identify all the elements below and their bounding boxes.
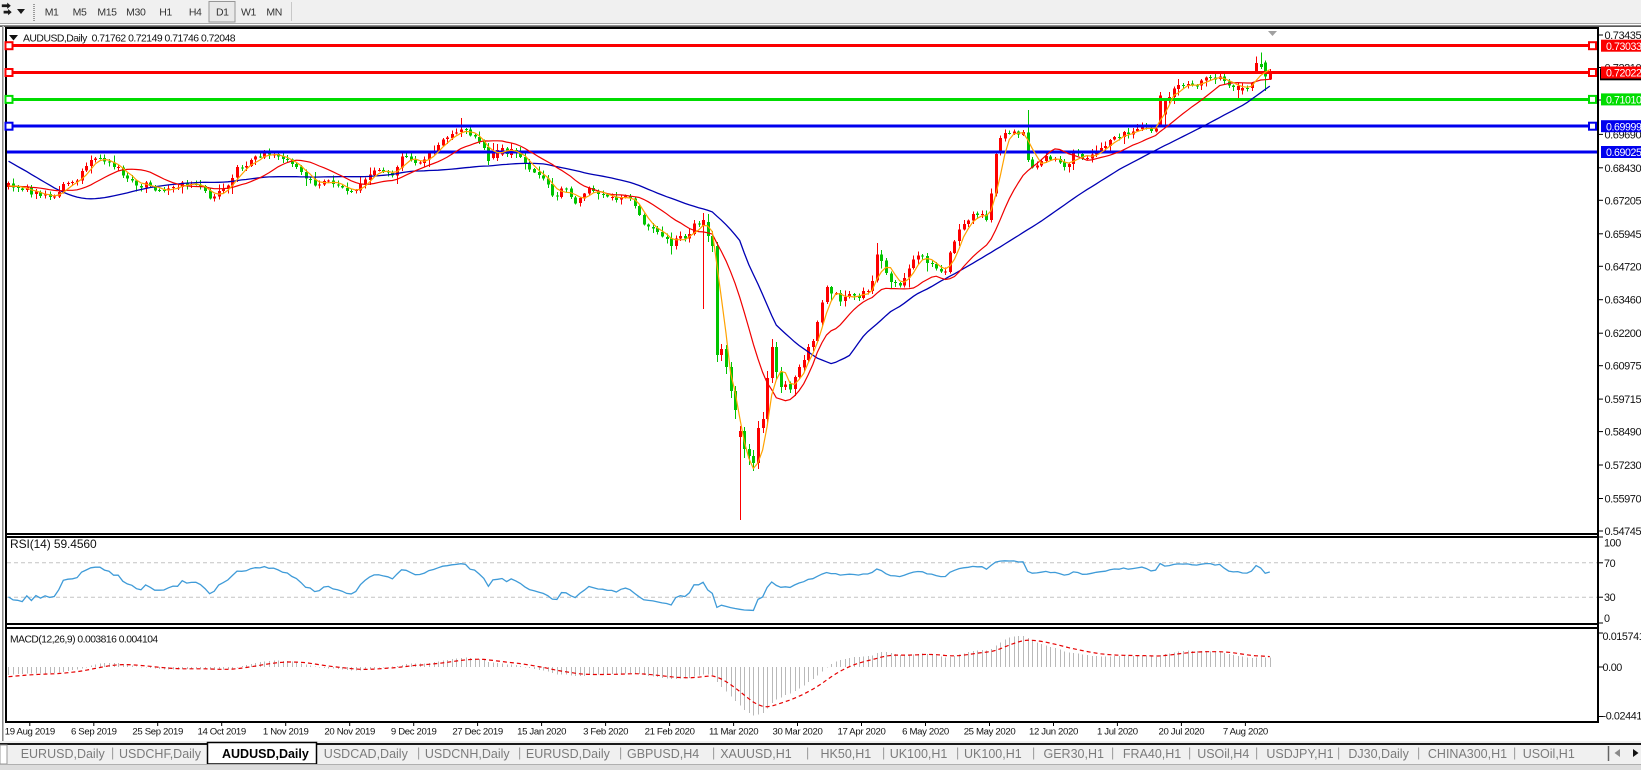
svg-text:6 Sep 2019: 6 Sep 2019 [71, 727, 117, 738]
svg-text:1 Jul 2020: 1 Jul 2020 [1097, 727, 1138, 738]
svg-text:19 Aug 2019: 19 Aug 2019 [5, 727, 55, 738]
svg-text:H4: H4 [189, 7, 202, 19]
svg-text:USOil,H1: USOil,H1 [1523, 747, 1575, 761]
svg-text:0.57230: 0.57230 [1605, 460, 1641, 472]
svg-text:100: 100 [1604, 538, 1621, 550]
svg-text:UK100,H1: UK100,H1 [964, 747, 1022, 761]
svg-text:0.58490: 0.58490 [1605, 427, 1641, 439]
svg-text:0.69690: 0.69690 [1605, 129, 1641, 141]
svg-text:70: 70 [1604, 558, 1616, 570]
svg-text:UK100,H1: UK100,H1 [890, 747, 948, 761]
svg-text:DJ30,Daily: DJ30,Daily [1348, 747, 1409, 761]
svg-text:21 Feb 2020: 21 Feb 2020 [645, 727, 695, 738]
svg-text:|: | [518, 746, 521, 760]
svg-text:|: | [1032, 746, 1035, 760]
svg-text:M15: M15 [97, 7, 117, 19]
svg-text:30: 30 [1604, 592, 1616, 604]
svg-text:USOil,H4: USOil,H4 [1197, 747, 1249, 761]
svg-text:XAUUSD,H1: XAUUSD,H1 [720, 747, 792, 761]
svg-text:-0.024412: -0.024412 [1603, 711, 1641, 723]
svg-text:MACD(12,26,9) 0.003816 0.00410: MACD(12,26,9) 0.003816 0.004104 [10, 635, 158, 646]
svg-text:0.64720: 0.64720 [1605, 261, 1641, 273]
svg-text:11 Mar 2020: 11 Mar 2020 [709, 727, 758, 738]
svg-text:0.59715: 0.59715 [1605, 394, 1641, 406]
svg-text:M30: M30 [126, 7, 146, 19]
svg-text:MN: MN [266, 7, 282, 19]
svg-text:0.73435: 0.73435 [1605, 30, 1641, 42]
svg-text:25 Sep 2019: 25 Sep 2019 [132, 727, 183, 738]
svg-text:AUDUSD,Daily: AUDUSD,Daily [222, 747, 309, 761]
svg-text:3 Feb 2020: 3 Feb 2020 [583, 727, 628, 738]
svg-text:0.71010: 0.71010 [1606, 95, 1641, 107]
svg-text:0.72022: 0.72022 [1606, 68, 1641, 80]
svg-text:M5: M5 [73, 7, 87, 19]
svg-text:0.69025: 0.69025 [1606, 147, 1641, 159]
svg-text:20 Jul 2020: 20 Jul 2020 [1159, 727, 1205, 738]
svg-text:RSI(14) 59.4560: RSI(14) 59.4560 [10, 537, 97, 551]
svg-text:|: | [1255, 746, 1258, 760]
svg-text:14 Oct 2019: 14 Oct 2019 [197, 727, 245, 738]
svg-text:M1: M1 [45, 7, 59, 19]
svg-text:USDCNH,Daily: USDCNH,Daily [425, 747, 510, 761]
svg-text:EURUSD,Daily: EURUSD,Daily [21, 747, 106, 761]
svg-text:USDJPY,H1: USDJPY,H1 [1266, 747, 1333, 761]
svg-text:|: | [806, 746, 809, 760]
svg-text:|: | [619, 746, 622, 760]
svg-text:0.67205: 0.67205 [1605, 195, 1641, 207]
svg-text:27 Dec 2019: 27 Dec 2019 [452, 727, 503, 738]
svg-text:GBPUSD,H4: GBPUSD,H4 [627, 747, 699, 761]
svg-text:7 Aug 2020: 7 Aug 2020 [1223, 727, 1268, 738]
svg-text:USDCHF,Daily: USDCHF,Daily [119, 747, 202, 761]
svg-text:|: | [1111, 746, 1114, 760]
svg-text:EURUSD,Daily: EURUSD,Daily [526, 747, 611, 761]
svg-text:|: | [111, 746, 114, 760]
svg-text:0.73033: 0.73033 [1606, 41, 1641, 53]
svg-text:|: | [1337, 746, 1340, 760]
svg-text:0.60975: 0.60975 [1605, 361, 1641, 373]
svg-text:17 Apr 2020: 17 Apr 2020 [838, 727, 886, 738]
svg-text:1 Nov 2019: 1 Nov 2019 [263, 727, 309, 738]
svg-text:15 Jan 2020: 15 Jan 2020 [517, 727, 566, 738]
svg-text:0.55970: 0.55970 [1605, 494, 1641, 506]
svg-text:|: | [1513, 746, 1516, 760]
svg-text:GER30,H1: GER30,H1 [1044, 747, 1104, 761]
svg-text:0.00: 0.00 [1603, 662, 1623, 674]
svg-text:0.68430: 0.68430 [1605, 163, 1641, 175]
svg-text:0.65945: 0.65945 [1605, 229, 1641, 241]
svg-text:D1: D1 [216, 7, 229, 19]
svg-text:0.54745: 0.54745 [1605, 526, 1641, 538]
svg-text:AUDUSD,Daily 0.71762 0.72149: AUDUSD,Daily 0.71762 0.72149 0.71746 0.7… [23, 34, 236, 45]
svg-text:|: | [712, 746, 715, 760]
svg-text:0.62200: 0.62200 [1605, 328, 1641, 340]
svg-text:0: 0 [1604, 613, 1610, 625]
svg-text:0.015741: 0.015741 [1603, 631, 1641, 643]
svg-text:25 May 2020: 25 May 2020 [964, 727, 1016, 738]
svg-text:FRA40,H1: FRA40,H1 [1123, 747, 1181, 761]
svg-text:0.69999: 0.69999 [1606, 121, 1641, 133]
svg-text:0.63460: 0.63460 [1605, 295, 1641, 307]
svg-text:12 Jun 2020: 12 Jun 2020 [1029, 727, 1078, 738]
svg-text:30 Mar 2020: 30 Mar 2020 [772, 727, 822, 738]
svg-text:USDCAD,Daily: USDCAD,Daily [324, 747, 409, 761]
svg-text:|: | [1417, 746, 1420, 760]
svg-text:CHINA300,H1: CHINA300,H1 [1428, 747, 1507, 761]
svg-text:|: | [1188, 746, 1191, 760]
svg-text:W1: W1 [241, 7, 257, 19]
svg-text:|: | [956, 746, 959, 760]
svg-text:20 Nov 2019: 20 Nov 2019 [324, 727, 375, 738]
svg-text:|: | [882, 746, 885, 760]
svg-text:|: | [417, 746, 420, 760]
svg-text:9 Dec 2019: 9 Dec 2019 [391, 727, 437, 738]
svg-text:H1: H1 [159, 7, 172, 19]
svg-text:6 May 2020: 6 May 2020 [902, 727, 949, 738]
svg-text:HK50,H1: HK50,H1 [821, 747, 872, 761]
